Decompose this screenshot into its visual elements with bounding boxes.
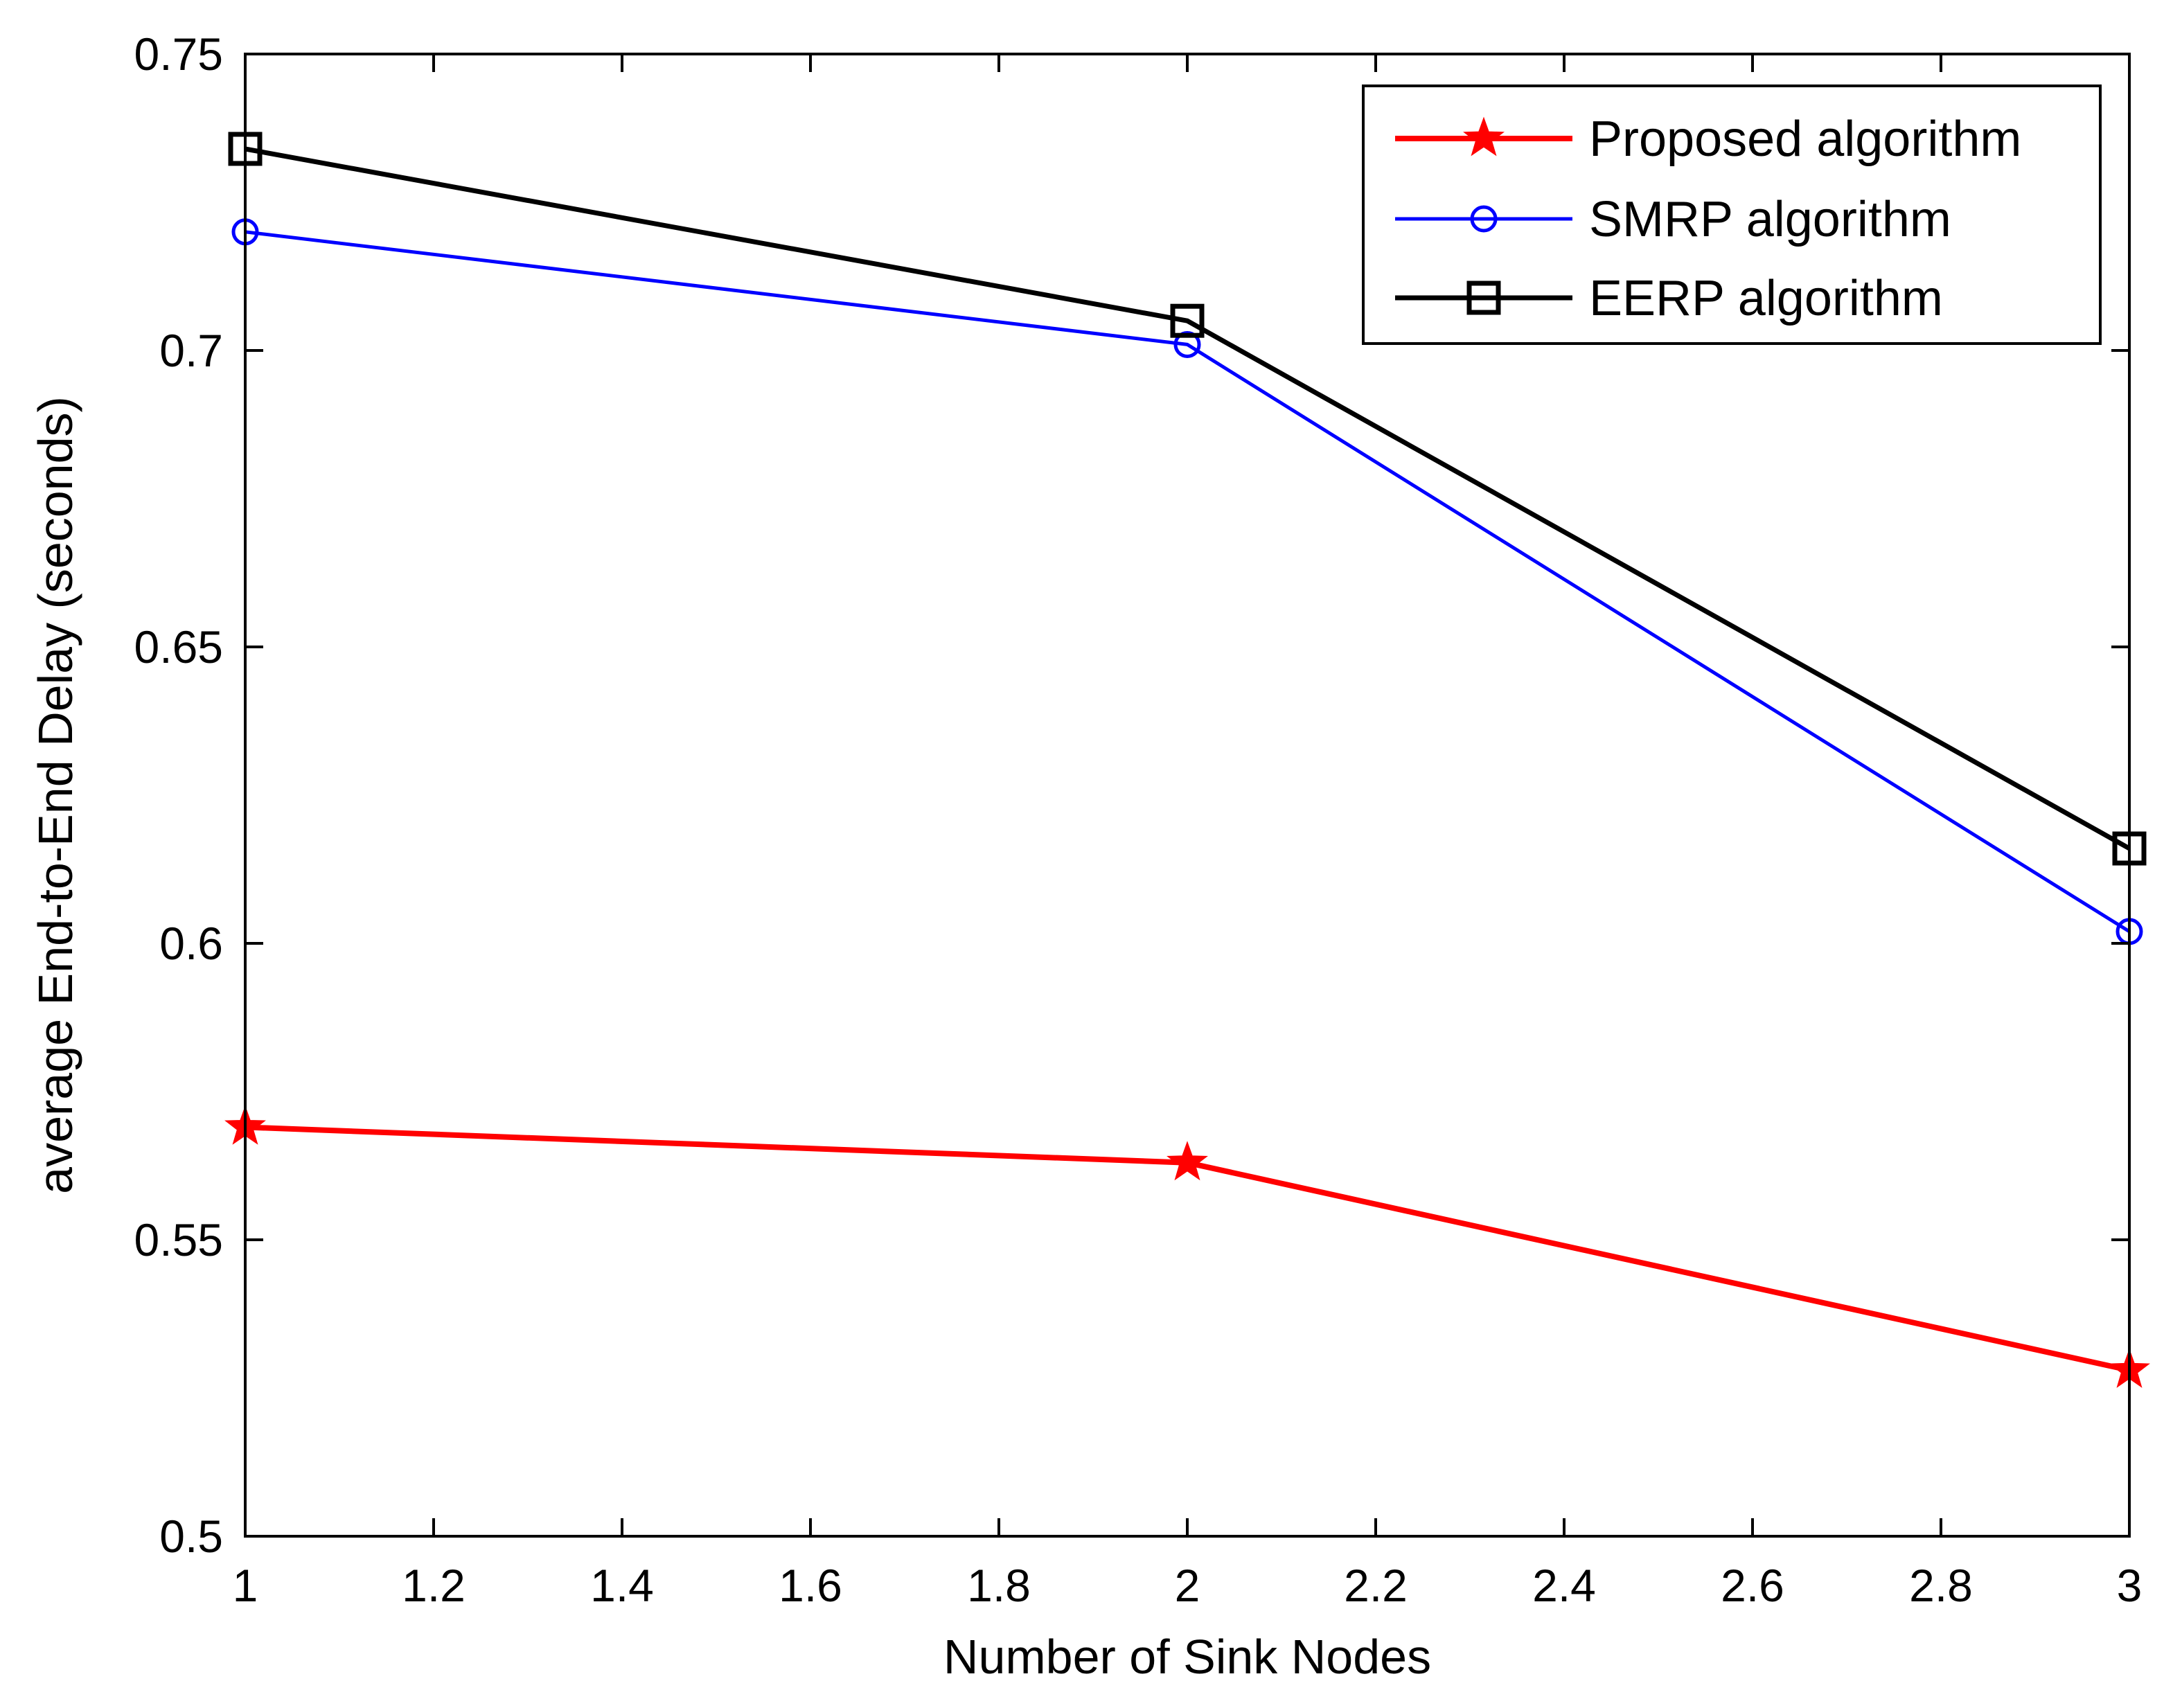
series-line-eerp-algorithm [245, 146, 2131, 851]
y-tick-label: 0.65 [134, 621, 223, 673]
x-tick-label: 1.8 [967, 1560, 1031, 1611]
data-point-eerp-algorithm [1170, 303, 1205, 338]
x-axis-label: Number of Sink Nodes [943, 1630, 1431, 1684]
y-tick-label: 0.7 [159, 325, 223, 376]
x-tick-label: 3 [2117, 1560, 2143, 1611]
x-tick-label: 1 [233, 1560, 258, 1611]
y-tick-label: 0.75 [134, 28, 223, 80]
y-tick-label: 0.55 [134, 1214, 223, 1265]
y-tick-label: 0.6 [159, 918, 223, 969]
legend-label-smrp-algorithm: SMRP algorithm [1589, 192, 1951, 247]
x-tick-label: 2.4 [1532, 1560, 1596, 1611]
x-tick-label: 2.2 [1344, 1560, 1408, 1611]
x-tick-label: 2.6 [1721, 1560, 1784, 1611]
series-line-smrp-algorithm [245, 230, 2131, 934]
data-point-proposed-algorithm [1167, 1141, 1208, 1181]
legend: Proposed algorithm SMRP algorithm EERP alg… [1362, 84, 2102, 345]
y-axis-ticks: 0.5 0.55 0.6 0.65 0.7 0.75 [134, 28, 2129, 1562]
legend-marker-proposed-algorithm [1463, 116, 1505, 157]
x-tick-label: 2.8 [1909, 1560, 1973, 1611]
legend-marker-eerp-algorithm [1466, 281, 1501, 315]
y-tick-label: 0.5 [159, 1511, 223, 1562]
x-axis-ticks: 1 1.2 1.4 1.6 1.8 2 2.2 2.4 2.6 2.8 3 [233, 54, 2143, 1611]
data-point-smrp-algorithm [1173, 330, 1201, 358]
legend-label-eerp-algorithm: EERP algorithm [1589, 271, 1943, 326]
x-tick-label: 1.2 [402, 1560, 465, 1611]
legend-entries: Proposed algorithm SMRP algorithm EERP alg… [1395, 112, 2021, 326]
x-tick-label: 1.6 [779, 1560, 842, 1611]
x-tick-label: 2 [1175, 1560, 1200, 1611]
legend-label-proposed-algorithm: Proposed algorithm [1589, 112, 2021, 167]
y-axis-label: average End-to-End Delay (seconds) [28, 396, 82, 1194]
x-tick-label: 1.4 [590, 1560, 654, 1611]
legend-marker-smrp-algorithm [1470, 205, 1498, 233]
